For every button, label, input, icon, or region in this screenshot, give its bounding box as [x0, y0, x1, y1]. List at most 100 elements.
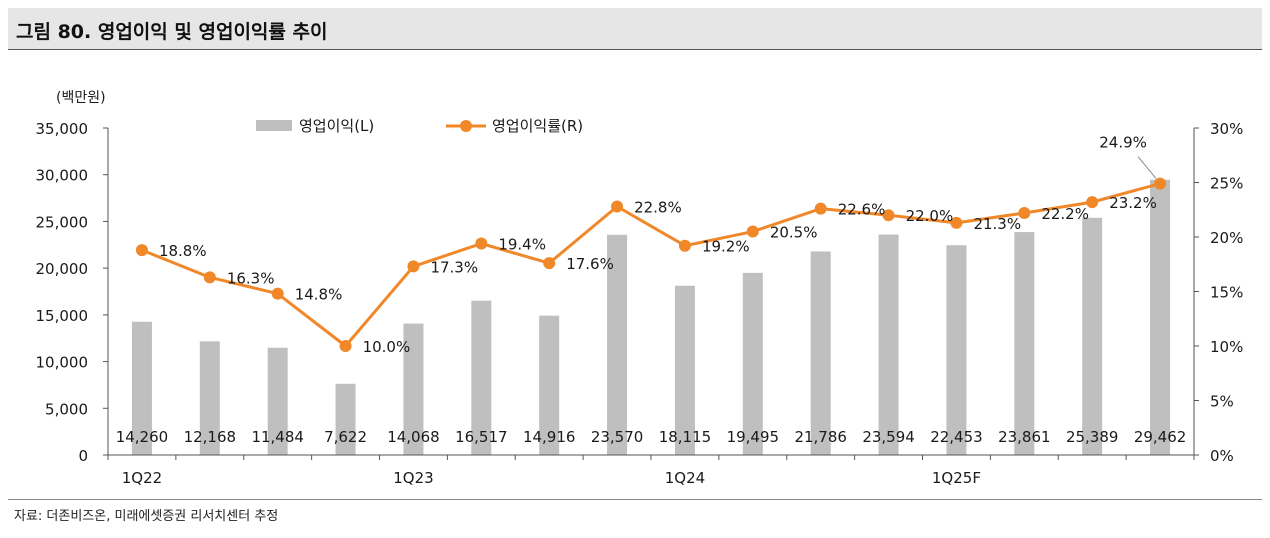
y-right-tick-label: 20%	[1210, 229, 1243, 247]
bar-1Q22	[131, 321, 152, 455]
bar-value-label: 23,861	[998, 428, 1051, 446]
margin-point-3Q22	[271, 287, 284, 300]
margin-point-3Q25F	[1086, 196, 1099, 209]
y-left-tick-label: 25,000	[36, 213, 89, 231]
bar-value-label: 18,115	[659, 428, 712, 446]
margin-value-label: 22.6%	[838, 201, 886, 219]
margin-point-2Q22	[203, 271, 216, 284]
bar-4Q24	[878, 234, 899, 455]
title-underline	[8, 49, 1262, 50]
margin-value-label: 22.0%	[906, 207, 954, 225]
margin-value-label: 17.3%	[430, 258, 478, 276]
bar-series-operating-profit	[131, 179, 1171, 456]
bar-value-label: 16,517	[455, 428, 508, 446]
y-left-unit: (백만원)	[56, 90, 106, 106]
y-right-tick-label: 15%	[1210, 284, 1243, 302]
bar-3Q22	[267, 347, 288, 455]
y-right-tick-label: 30%	[1210, 120, 1243, 138]
y-left-tick-label: 0	[78, 447, 88, 465]
legend-line-label: 영업이익률(R)	[492, 117, 583, 135]
bar-3Q23	[539, 315, 560, 455]
bar-value-label: 23,594	[862, 428, 915, 446]
title-bar: 그림 80. 영업이익 및 영업이익률 추이	[8, 8, 1262, 50]
y-right-tick-label: 0%	[1210, 447, 1234, 465]
margin-value-label: 14.8%	[295, 286, 343, 304]
bar-3Q24	[810, 251, 831, 455]
margin-point-1Q24	[678, 239, 691, 252]
bar-value-label: 22,453	[930, 428, 983, 446]
margin-point-4Q25F	[1154, 177, 1167, 190]
source-divider	[8, 499, 1262, 500]
y-right-tick-label: 10%	[1210, 338, 1243, 356]
y-left-tick-label: 20,000	[36, 260, 89, 278]
margin-point-1Q23	[407, 260, 420, 273]
margin-callout-line	[1137, 156, 1157, 179]
margin-value-label: 22.8%	[634, 198, 682, 216]
bar-2Q22	[199, 341, 220, 455]
y-right-tick-label: 5%	[1210, 393, 1234, 411]
bar-1Q24	[674, 285, 695, 455]
bar-value-label: 11,484	[251, 428, 304, 446]
y-left-tick-label: 15,000	[36, 307, 89, 325]
margin-value-label: 20.5%	[770, 224, 818, 242]
y-left-tick-label: 10,000	[36, 354, 89, 372]
margin-point-3Q23	[543, 257, 556, 270]
margin-point-4Q24	[882, 209, 895, 222]
x-tick-label: 1Q24	[665, 469, 705, 487]
bar-value-label: 23,570	[591, 428, 644, 446]
axes: 0 5,000 10,000 15,000 20,000 25,000 30,000 35,0…	[36, 90, 1244, 487]
margin-value-label: 16.3%	[227, 269, 275, 287]
bar-4Q22	[335, 383, 356, 455]
legend-line-marker	[460, 120, 472, 132]
operating-profit-chart: 0 5,000 10,000 15,000 20,000 25,000 30,000 35,0…	[36, 90, 1244, 487]
bar-value-label: 29,462	[1134, 428, 1187, 446]
margin-point-4Q23	[611, 200, 624, 213]
margin-point-4Q22	[339, 340, 352, 352]
bar-2Q25F	[1014, 232, 1035, 455]
legend-bar-swatch	[256, 120, 292, 131]
bar-value-label: 12,168	[184, 428, 237, 446]
bar-value-label: 21,786	[794, 428, 847, 446]
page-title: 그림 80. 영업이익 및 영업이익률 추이	[16, 21, 328, 43]
margin-point-2Q23	[475, 237, 488, 250]
bar-value-label: 25,389	[1066, 428, 1119, 446]
source-note: 자료: 더존비즈온, 미래에셋증권 리서치센터 추정	[14, 509, 279, 524]
y-left-tick-label: 5,000	[45, 400, 88, 418]
x-tick-label: 1Q23	[393, 469, 433, 487]
bar-value-label: 7,622	[324, 428, 367, 446]
bar-value-label: 19,495	[727, 428, 780, 446]
legend-bar-label: 영업이익(L)	[299, 117, 374, 135]
margin-point-1Q22	[135, 244, 148, 257]
bar-1Q23	[403, 323, 424, 455]
bar-1Q25F	[946, 245, 967, 455]
y-left-tick-label: 35,000	[36, 120, 89, 138]
margin-value-label: 21.3%	[973, 215, 1021, 233]
bar-value-label: 14,068	[387, 428, 440, 446]
data-labels: 14,260 12,168 11,484 7,622 14,068 16,517 14,91…	[116, 134, 1187, 446]
margin-point-2Q24	[746, 225, 759, 238]
margin-value-label: 23.2%	[1109, 194, 1157, 212]
x-tick-label: 1Q25F	[932, 469, 981, 487]
margin-value-label: 18.8%	[159, 242, 207, 260]
bar-3Q25F	[1082, 217, 1103, 455]
margin-point-1Q25F	[950, 216, 963, 229]
y-left-tick-label: 30,000	[36, 167, 89, 185]
legend: 영업이익(L) 영업이익률(R)	[256, 117, 583, 135]
margin-value-label: 19.4%	[498, 236, 546, 254]
margin-point-3Q24	[814, 202, 827, 215]
margin-value-label: 10.0%	[363, 338, 411, 356]
margin-value-label: 24.9%	[1099, 134, 1147, 152]
margin-value-label: 17.6%	[566, 255, 614, 273]
bar-value-label: 14,260	[116, 428, 169, 446]
bar-4Q25F	[1150, 179, 1171, 456]
bar-2Q24	[742, 272, 763, 455]
margin-value-label: 19.2%	[702, 238, 750, 256]
line-series-operating-margin	[135, 177, 1167, 352]
margin-point-2Q25F	[1018, 207, 1031, 220]
x-tick-label: 1Q22	[122, 469, 162, 487]
y-right-tick-label: 25%	[1210, 175, 1243, 193]
bar-value-label: 14,916	[523, 428, 576, 446]
margin-line	[141, 182, 1161, 348]
margin-value-label: 22.2%	[1041, 205, 1089, 223]
bar-2Q23	[471, 300, 492, 455]
